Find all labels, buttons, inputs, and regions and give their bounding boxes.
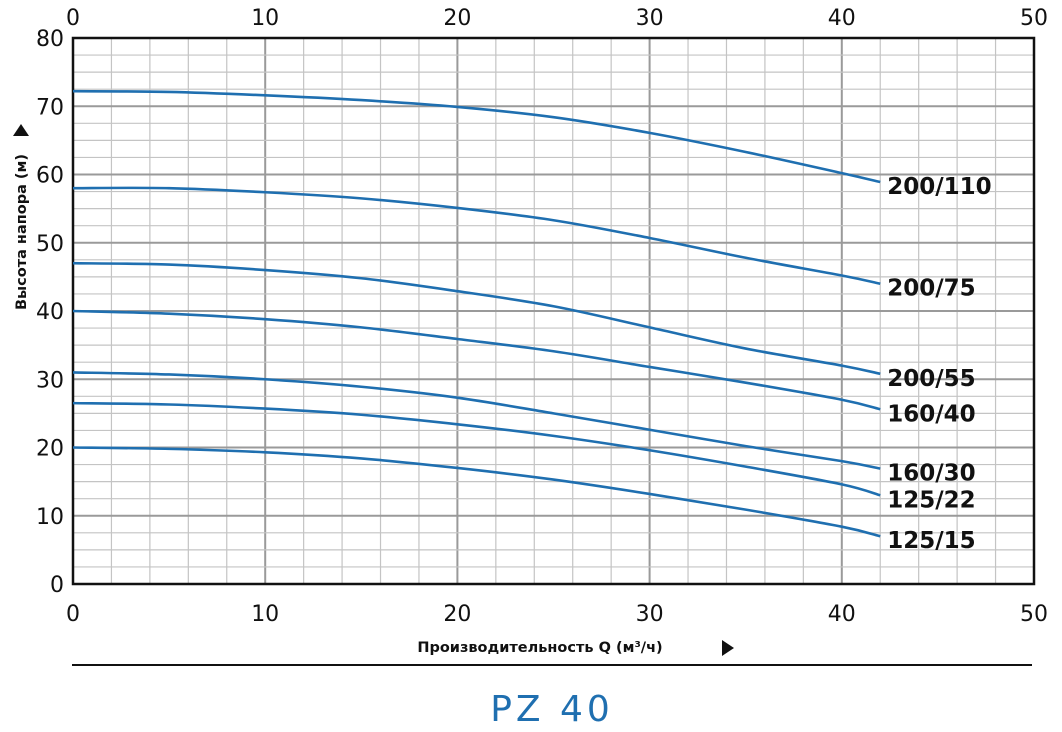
- y-tick-label: 80: [36, 27, 64, 52]
- x-axis-title: Производительность Q (м³/ч): [417, 640, 662, 656]
- curve-200-75: [72, 186, 881, 285]
- curve-200-55: [72, 261, 881, 376]
- x-tick-label-top: 0: [66, 6, 80, 31]
- x-tick-label-bottom: 20: [443, 602, 471, 627]
- y-tick-label: 30: [36, 368, 64, 393]
- curve-200-110: [72, 89, 881, 184]
- x-tick-label-top: 50: [1020, 6, 1048, 31]
- y-tick-label: 40: [36, 300, 64, 325]
- x-tick-label-bottom: 50: [1020, 602, 1048, 627]
- x-axis-arrow-icon: [722, 640, 734, 656]
- y-tick-label: 20: [36, 437, 64, 462]
- curve-label-125-15: 125/15: [887, 528, 975, 554]
- x-tick-label-top: 20: [443, 6, 471, 31]
- y-axis-title: Высота напора (м): [14, 154, 30, 310]
- curve-label-125-22: 125/22: [887, 487, 975, 513]
- x-tick-label-bottom: 30: [636, 602, 664, 627]
- curve-label-200-55: 200/55: [887, 366, 975, 392]
- x-tick-label-bottom: 10: [251, 602, 279, 627]
- x-tick-label-bottom: 0: [66, 602, 80, 627]
- y-axis-arrow-icon: [13, 124, 29, 136]
- curve-label-160-30: 160/30: [887, 461, 975, 487]
- y-tick-label: 0: [50, 573, 64, 598]
- model-title: PZ 40: [490, 689, 614, 730]
- curve-125-15: [72, 446, 881, 538]
- curve-125-22: [72, 401, 881, 497]
- curve-label-200-75: 200/75: [887, 276, 975, 302]
- x-tick-label-top: 40: [828, 6, 856, 31]
- x-tick-label-bottom: 40: [828, 602, 856, 627]
- y-tick-label: 10: [36, 505, 64, 530]
- curve-160-30: [72, 371, 881, 470]
- y-tick-label: 60: [36, 164, 64, 189]
- y-tick-label: 50: [36, 232, 64, 257]
- x-tick-label-top: 30: [636, 6, 664, 31]
- curve-label-200-110: 200/110: [887, 174, 991, 200]
- curve-160-40: [72, 309, 881, 411]
- curve-label-160-40: 160/40: [887, 401, 975, 427]
- x-tick-label-top: 10: [251, 6, 279, 31]
- y-tick-label: 70: [36, 95, 64, 120]
